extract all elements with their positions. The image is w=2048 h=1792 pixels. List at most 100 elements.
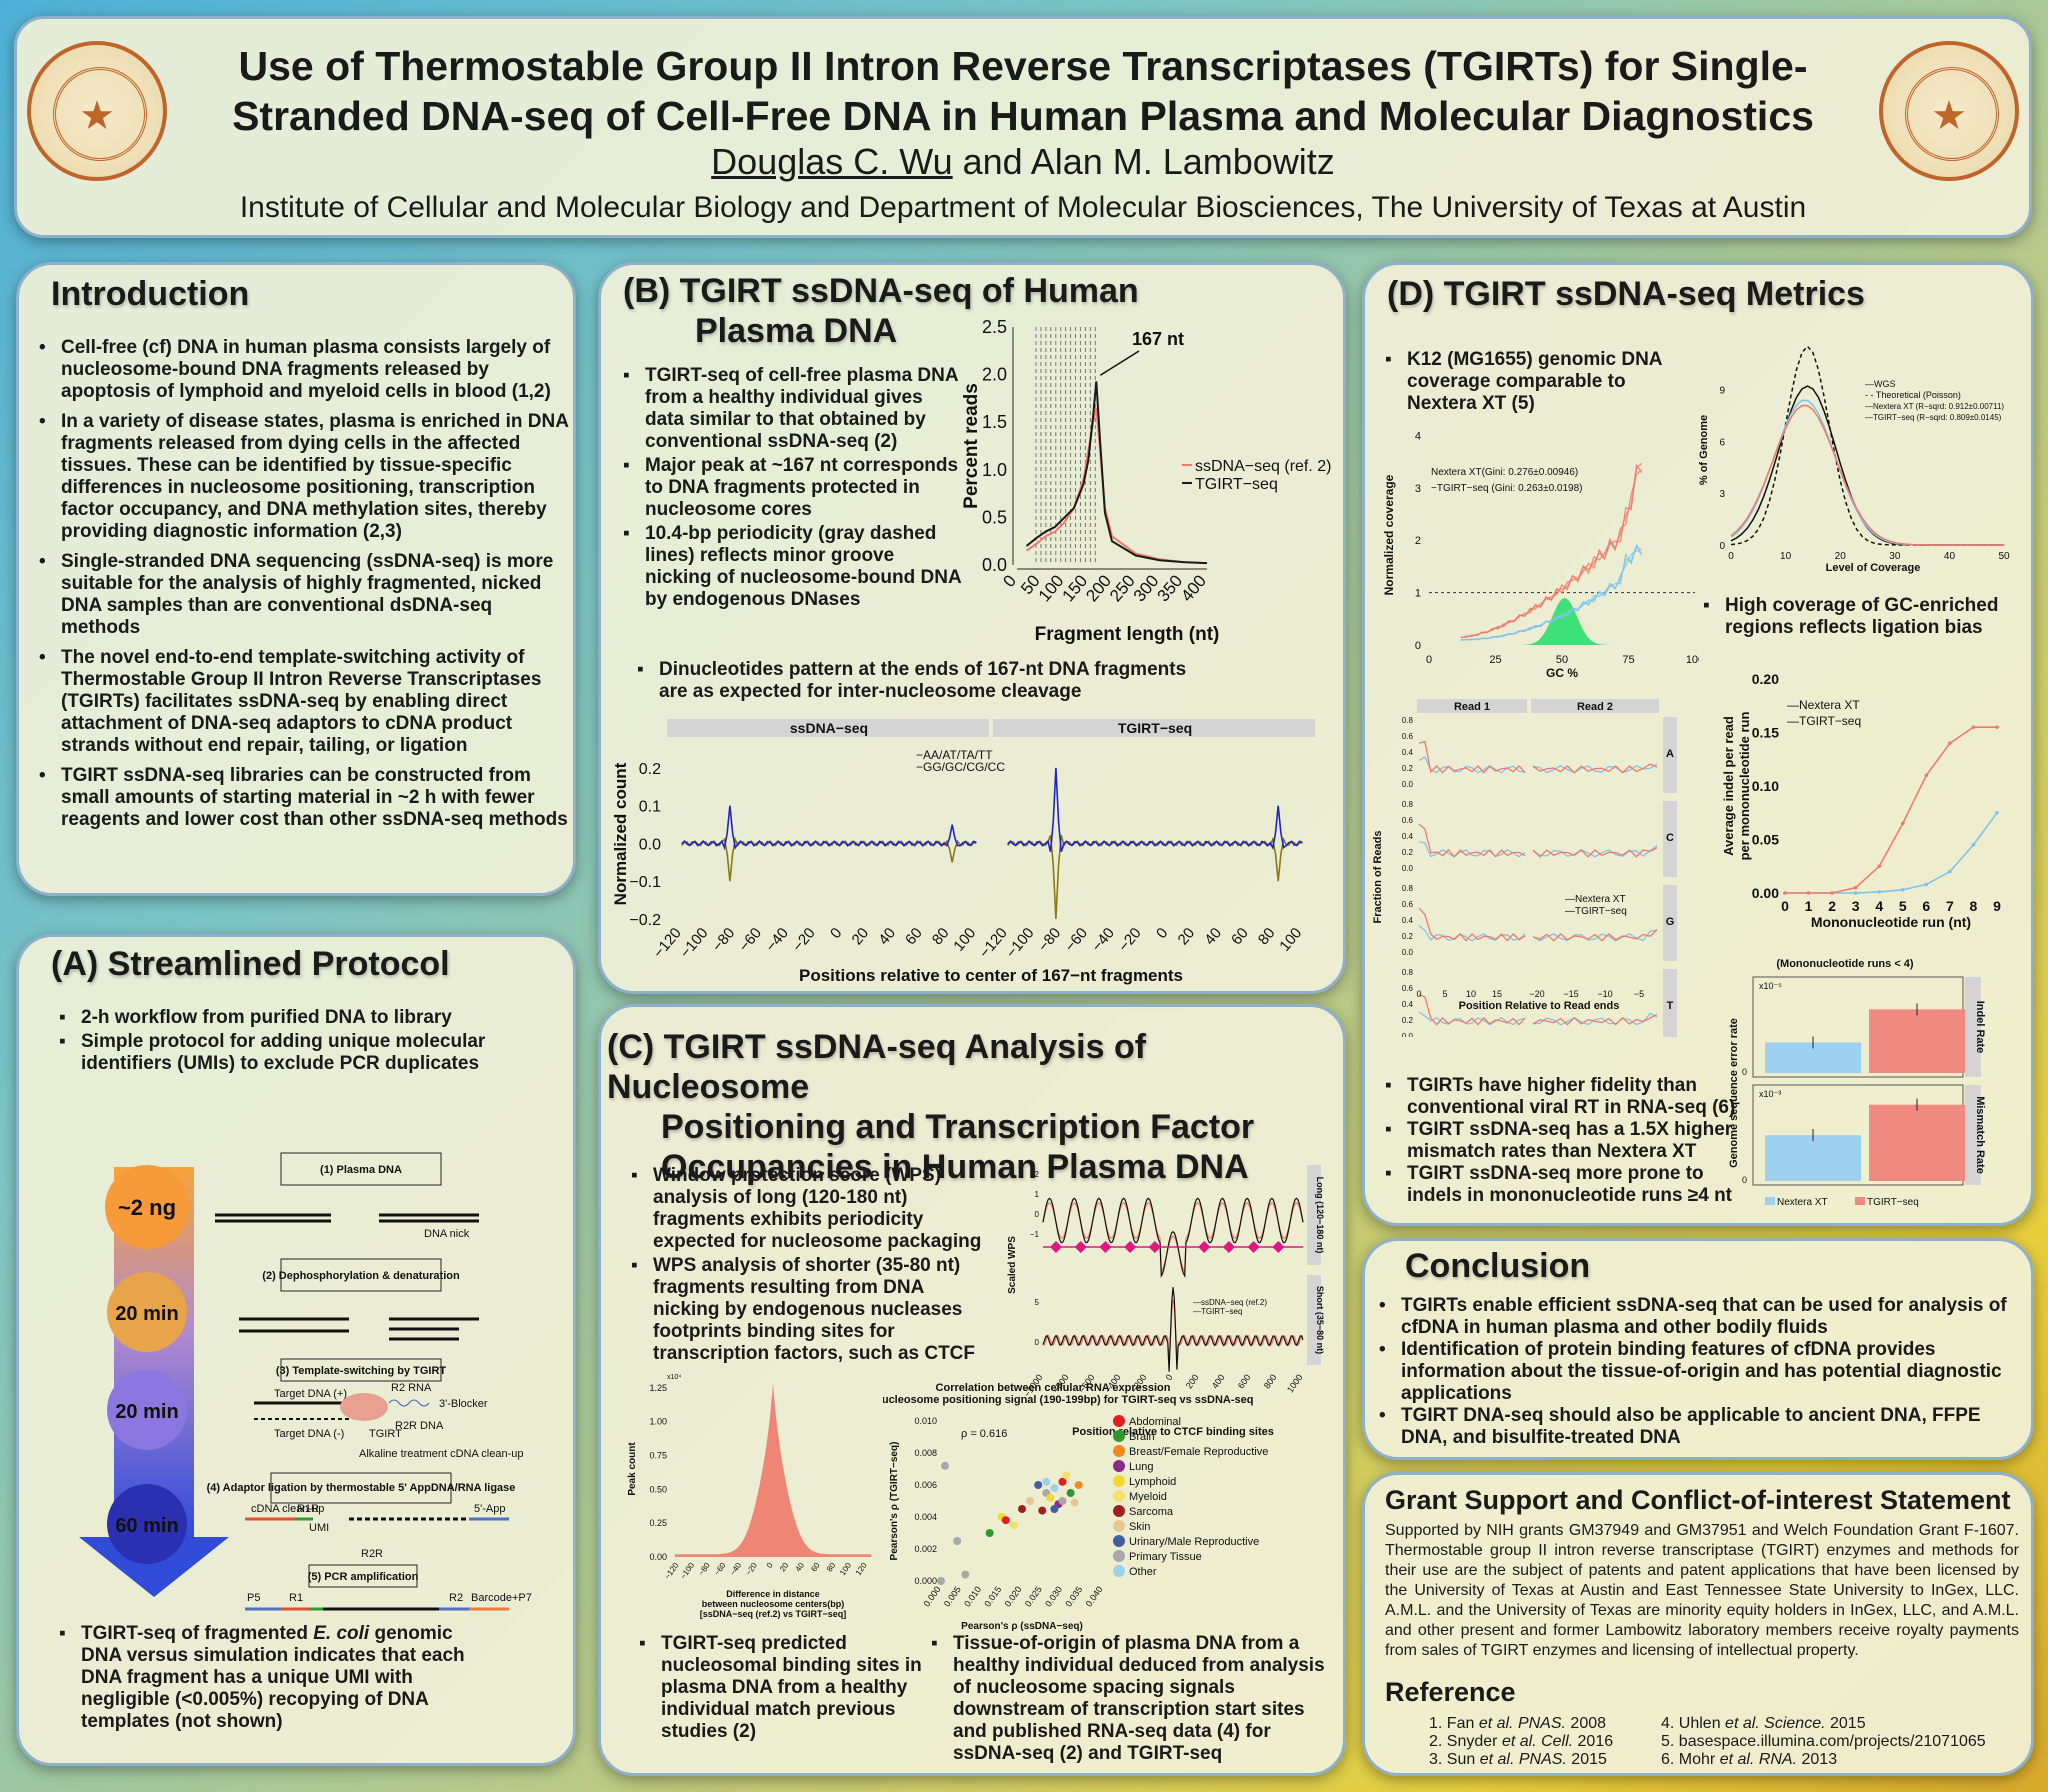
y-tick-label: 0.6 [1402,816,1414,825]
y-tick-label: −0.2 [629,912,661,929]
y-tick-label: 0.8 [1402,884,1414,893]
legend-label: —Nextera XT (R−sqrd: 0.912±0.00711) [1865,402,2004,411]
facet-label: Long (120−180 nt) [1315,1177,1325,1254]
legend-swatch [1113,1460,1125,1472]
x-tick-label: 100 [838,1561,853,1578]
y-tick-label: 0.00 [1752,885,1779,901]
legend-label: Abdominal [1129,1416,1181,1428]
stage-circle [105,1165,189,1249]
affiliation: Institute of Cellular and Molecular Biol… [239,191,1807,224]
y-axis-title: Peak count [627,1442,638,1496]
stage-label: 20 min [115,1303,178,1325]
y-tick-label: 0.50 [649,1484,667,1494]
x-tick-label: 0.035 [1063,1584,1084,1608]
unit-label: x10⁻³ [1759,1089,1781,1099]
intro-bullet: TGIRT ssDNA-seq libraries can be constru… [39,765,569,831]
series-line [1418,924,1526,942]
x-tick-label: 8 [1970,898,1978,914]
y-axis-title: % of Genome [1698,415,1710,485]
x-tick-label: 20 [1174,925,1198,949]
x-tick-label: 10 [1466,989,1476,999]
facet-strip [1965,977,1981,1077]
panel-b-bullet: 10.4-bp periodicity (gray dashed lines) … [623,523,963,611]
data-point [937,1577,945,1585]
facet-label: A [1666,748,1674,760]
diagram-label: Barcode+P7 [471,1592,532,1604]
x-tick-label: −40 [763,925,792,955]
read-end-composition-chart: Read 1 Read 2 A 0.8 0.6 0.4 0.2 0.0 C 0.8 0.6 0.4 0.… [1372,699,1677,1037]
panel-d-bullet: High coverage of GC-enriched regions ref… [1703,595,2013,639]
data-point [941,1461,950,1470]
y-tick-label: 0.2 [1402,932,1414,941]
diagram-label: R2R [361,1548,383,1560]
y-tick-label: 2 [1415,535,1421,547]
y-tick-label: 0.8 [1402,968,1414,977]
y-axis-title: Fraction of Reads [1372,831,1384,924]
data-point [1070,1498,1079,1507]
conclusion-bullet: TGIRT DNA-seq should also be applicable … [1379,1405,2019,1449]
x-tick-label: −20 [744,1561,759,1578]
diagram-label: DNA nick [424,1228,470,1240]
y-tick-label: 0.1 [639,799,661,816]
legend-label: —TGIRT−seq (R−sqrd: 0.809±0.0145) [1865,413,2002,422]
y-tick-label: 0.4 [1402,1000,1414,1009]
series-line [1418,907,1526,942]
introduction-title: Introduction [51,275,250,313]
error-rate-chart: (Mononucleotide runs < 4) Indel Rate x10⁻⁵… [1728,958,1986,1208]
legend-label: Sarcoma [1129,1506,1174,1518]
y-tick-label: −0.1 [629,874,661,891]
series-line [1418,1011,1526,1026]
x-tick-label: 0.040 [1084,1584,1105,1608]
protocol-panel: (A) Streamlined Protocol 2-h workflow fr… [16,934,576,1766]
legend-label: Urinary/Male Reproductive [1129,1536,1259,1548]
series-line [1785,726,1997,894]
x-tick-label: 0 [1153,925,1171,942]
data-point [953,1537,962,1545]
y-tick-label: 0.0 [1402,948,1414,957]
intro-bullet: In a variety of disease states, plasma i… [39,411,569,543]
data-point [1900,887,1905,892]
legend-label: —TGIRT−seq [1565,906,1627,917]
chart-title: (Mononucleotide runs < 4) [1776,958,1914,970]
series-line [681,805,977,851]
data-point [1806,891,1811,895]
series-line [1418,823,1526,858]
legend-label: Primary Tissue [1129,1551,1202,1563]
x-tick-label: −120 [650,925,685,962]
series-line-1 [1025,381,1208,565]
series-line [1532,847,1658,858]
panel-d-bullet: K12 (MG1655) genomic DNA coverage compar… [1385,349,1685,415]
series-line [1418,840,1526,858]
data-point [1783,891,1787,895]
grant-title: Grant Support and Conflict-of-interest S… [1385,1485,2011,1515]
diagram-label: Alkaline treatment cDNA clean-up [359,1448,523,1460]
panel-c-bottom-right: Tissue-of-origin of plasma DNA from a he… [931,1633,1331,1773]
y-tick-label: 3 [1415,483,1421,495]
facet-label: Mismatch Rate [1974,1096,1986,1174]
x-tick-label: 60 [902,925,926,949]
x-tick-label: 20 [778,1561,791,1574]
x-tick-label: 5 [1899,898,1907,914]
legend-swatch [1113,1505,1125,1517]
panel-b-bullet: Major peak at ~167 nt corresponds to DNA… [623,455,963,521]
data-point [1038,1506,1047,1515]
series-line [1042,1287,1304,1372]
data-point [1877,890,1882,894]
grant-panel: Grant Support and Conflict-of-interest S… [1362,1472,2034,1776]
diagram-label: Target DNA (-) [274,1428,344,1440]
panel-b-title: (B) TGIRT ssDNA-seq of Human Plasma DNA [623,272,1139,350]
diagram-label: P5 [247,1592,260,1604]
series-line [1532,1012,1658,1026]
stage-label: 20 min [115,1401,178,1423]
x-tick-label: −100 [1003,925,1038,962]
x-tick-label: 40 [1201,925,1225,949]
y-axis-title: Scaled WPS [1007,1236,1018,1294]
y-tick-label: 0 [1035,1338,1040,1347]
series-line [1007,834,1303,920]
series-line [1042,1202,1304,1274]
stage-circle [107,1272,187,1352]
y-axis-title: Normalized count [611,762,630,905]
diagram-label: 3'-Blocker [439,1398,488,1410]
x-tick-label: 3 [1852,898,1860,914]
x-tick-label: 100 [1276,925,1305,955]
